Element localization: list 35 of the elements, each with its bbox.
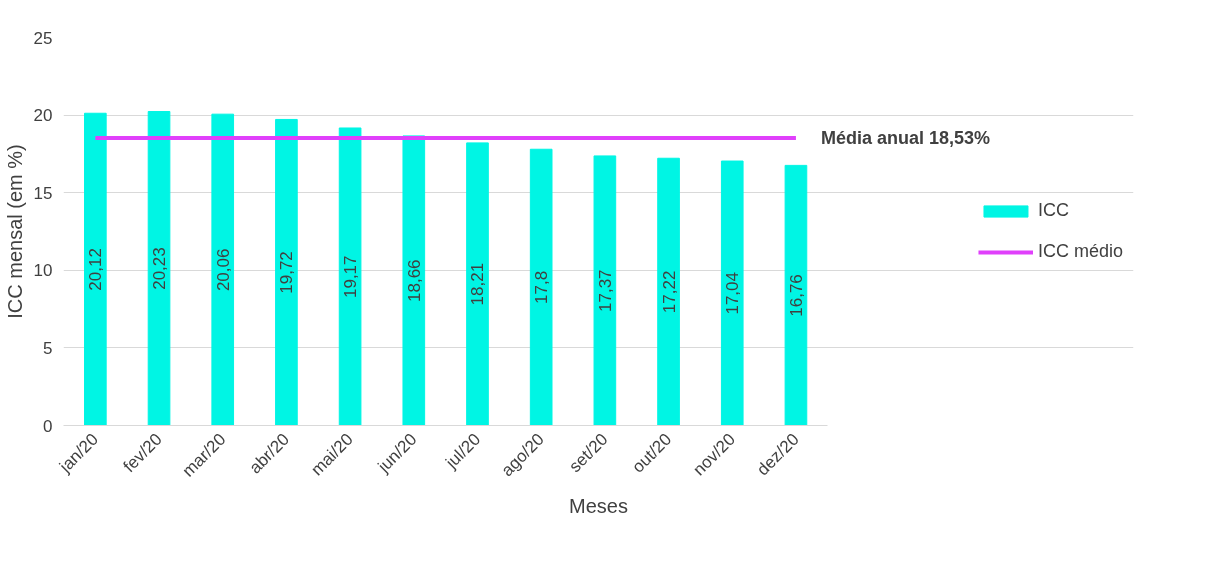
data-label: 18,66 xyxy=(404,259,424,302)
bar xyxy=(275,118,298,426)
data-label: 19,72 xyxy=(277,251,297,294)
y-tick-label: 5 xyxy=(43,338,53,358)
bar xyxy=(657,157,680,426)
data-label: 17,8 xyxy=(532,270,552,304)
data-label: 20,12 xyxy=(86,248,106,291)
data-label: 17,22 xyxy=(659,270,679,314)
legend-label: ICC médio xyxy=(1037,241,1123,262)
y-tick-label: 15 xyxy=(33,183,53,203)
y-tick-label: 10 xyxy=(33,261,53,281)
data-label: 20,23 xyxy=(150,247,170,290)
data-label: 16,76 xyxy=(786,274,806,317)
y-tick-label: 20 xyxy=(33,106,53,126)
bar xyxy=(84,112,107,426)
bar xyxy=(529,148,553,426)
data-label: 19,17 xyxy=(341,255,361,299)
bar xyxy=(720,160,744,426)
y-tick-label: 0 xyxy=(43,416,53,436)
bar xyxy=(211,113,235,426)
data-label: 17,04 xyxy=(723,271,743,315)
legend-label: ICC xyxy=(1037,200,1069,221)
data-label: 20,06 xyxy=(213,248,233,292)
data-label: 17,37 xyxy=(595,269,615,312)
y-axis-title: ICC mensal (em %) xyxy=(3,144,26,319)
x-axis-title: Meses xyxy=(569,495,628,518)
bar xyxy=(147,111,171,426)
bar xyxy=(784,164,808,426)
y-tick-label: 25 xyxy=(33,28,53,48)
bar xyxy=(338,127,362,426)
bar xyxy=(466,142,489,426)
bar xyxy=(402,135,426,426)
bar xyxy=(593,155,617,426)
data-label: 18,21 xyxy=(468,262,488,306)
annotation: Média anual 18,53% xyxy=(820,127,991,148)
